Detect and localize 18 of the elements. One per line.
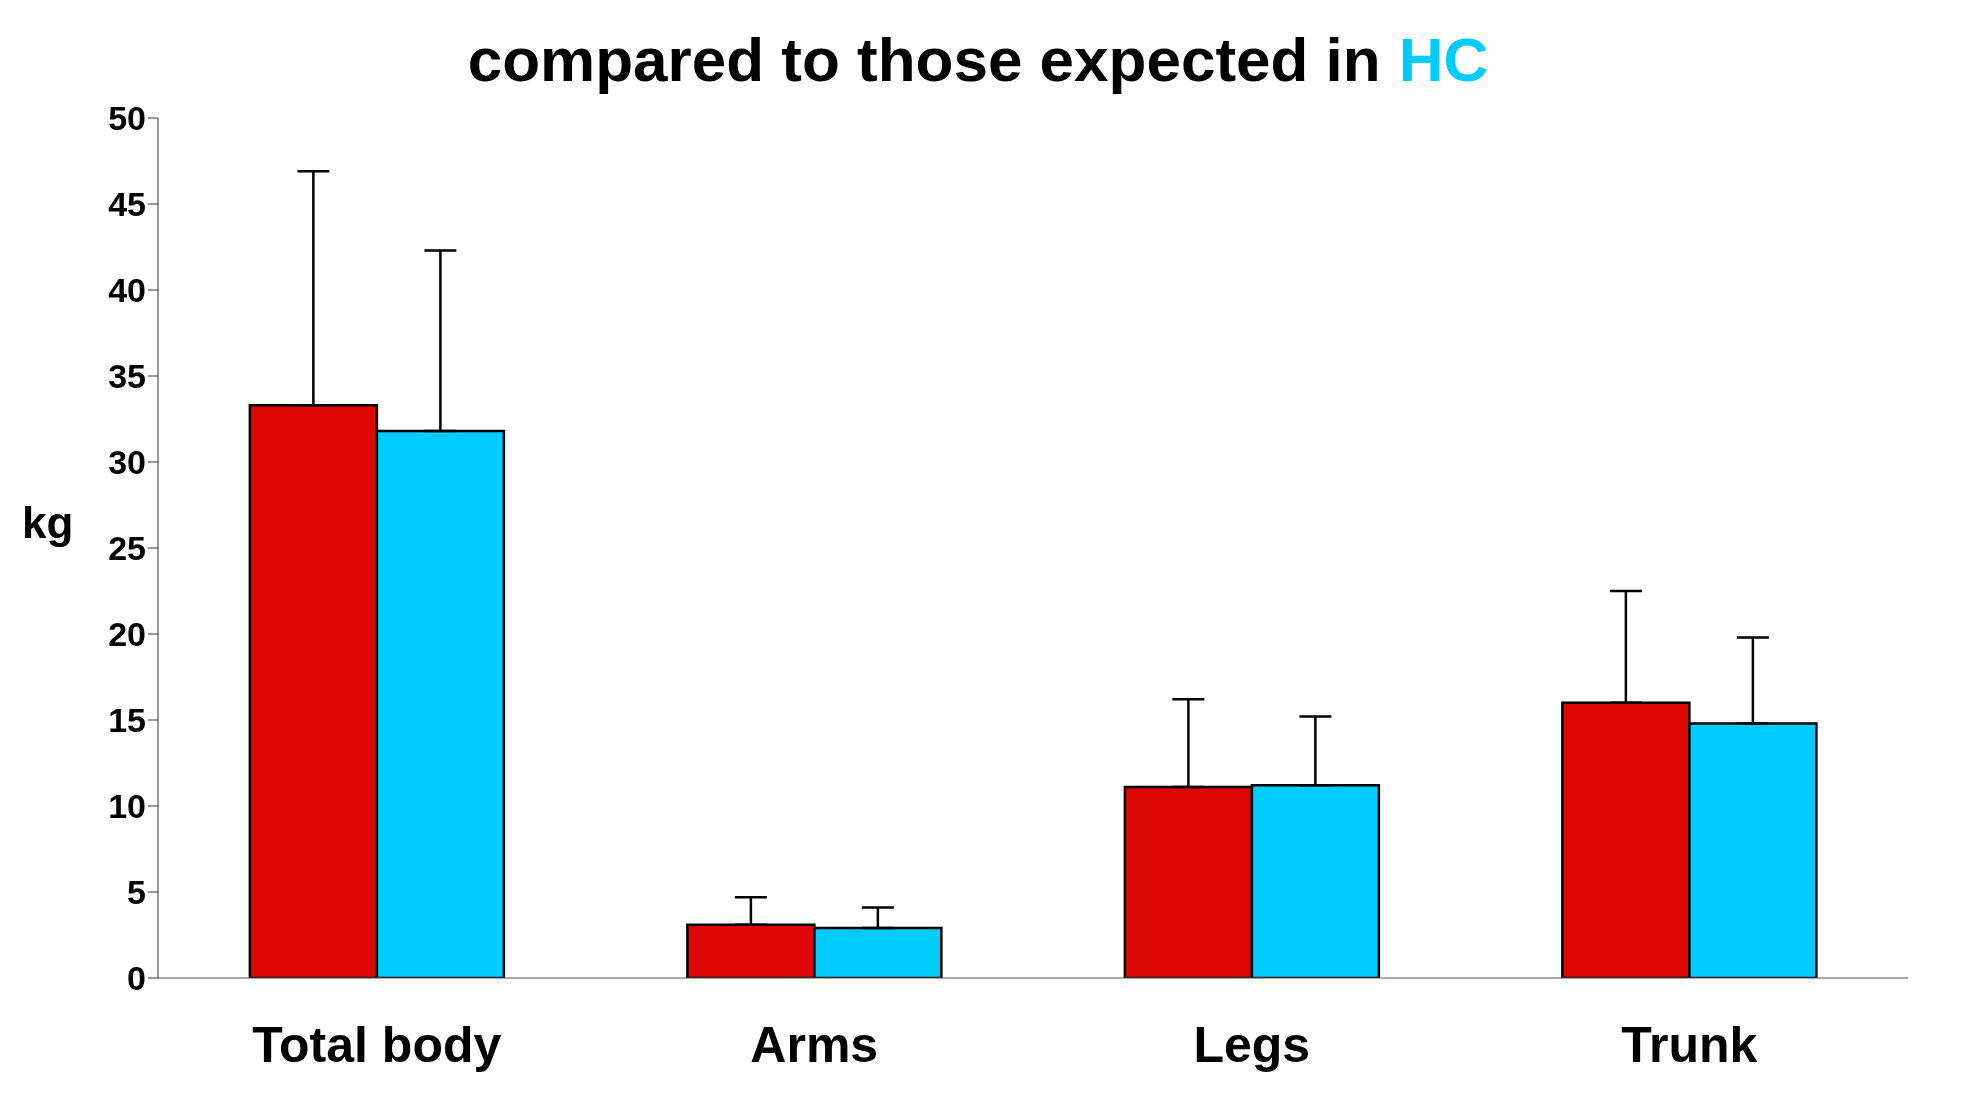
y-tick-label: 20: [108, 615, 146, 654]
y-axis-title: kg: [22, 498, 74, 548]
y-tick-label: 40: [108, 271, 146, 310]
x-tick-label: Arms: [750, 1016, 879, 1073]
chart-title: compared to those expected in: [467, 25, 1381, 94]
y-tick-label: 0: [127, 959, 146, 998]
y-tick-label: 35: [108, 357, 146, 396]
y-tick-label: 45: [108, 185, 146, 224]
y-tick-label: 50: [108, 99, 146, 138]
text: HC: [1398, 25, 1489, 94]
y-tick-label: 25: [108, 529, 146, 568]
y-tick-label: 15: [108, 701, 146, 740]
y-tick-label: 10: [108, 787, 146, 826]
x-tick-label: Total body: [252, 1016, 502, 1073]
y-tick-label: 5: [127, 873, 146, 912]
x-tick-label: Trunk: [1621, 1016, 1758, 1073]
x-tick-label: Legs: [1193, 1016, 1311, 1073]
y-tick-label: 30: [108, 443, 146, 482]
